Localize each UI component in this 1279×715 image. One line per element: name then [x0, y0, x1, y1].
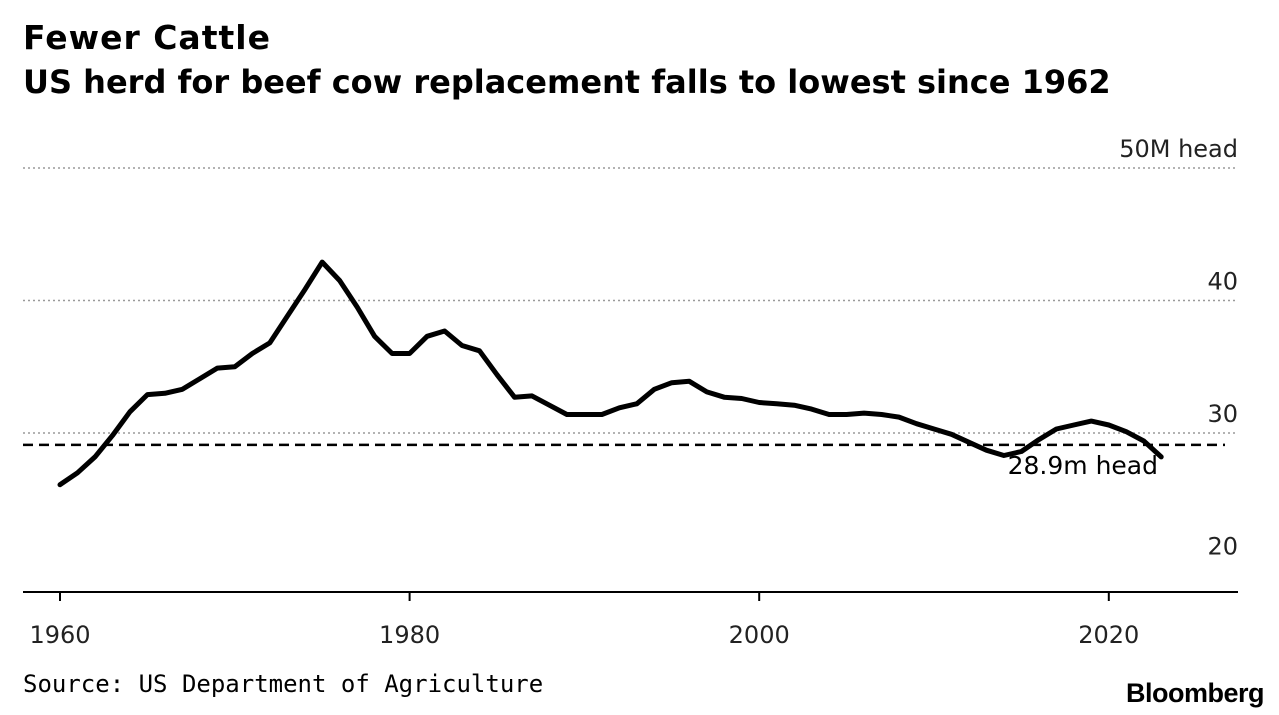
y-tick-label-50: 50M head: [1119, 135, 1238, 163]
y-tick-label-40: 40: [1207, 268, 1238, 296]
x-tick-label-2020: 2020: [1078, 621, 1139, 649]
chart-subtitle: US herd for beef cow replacement falls t…: [23, 63, 1111, 101]
x-tick-label-1960: 1960: [29, 621, 90, 649]
y-tick-label-30: 30: [1207, 400, 1238, 428]
series-line-0: [57, 259, 1164, 488]
x-tick-label-1980: 1980: [379, 621, 440, 649]
reference-line-label: 28.9m head: [1008, 451, 1158, 480]
y-tick-label-20: 20: [1207, 533, 1238, 561]
bloomberg-logo: Bloomberg: [1125, 678, 1265, 708]
source-note: Source: US Department of Agriculture: [23, 670, 544, 698]
x-tick-label-2000: 2000: [729, 621, 790, 649]
chart-title: Fewer Cattle: [23, 18, 271, 57]
